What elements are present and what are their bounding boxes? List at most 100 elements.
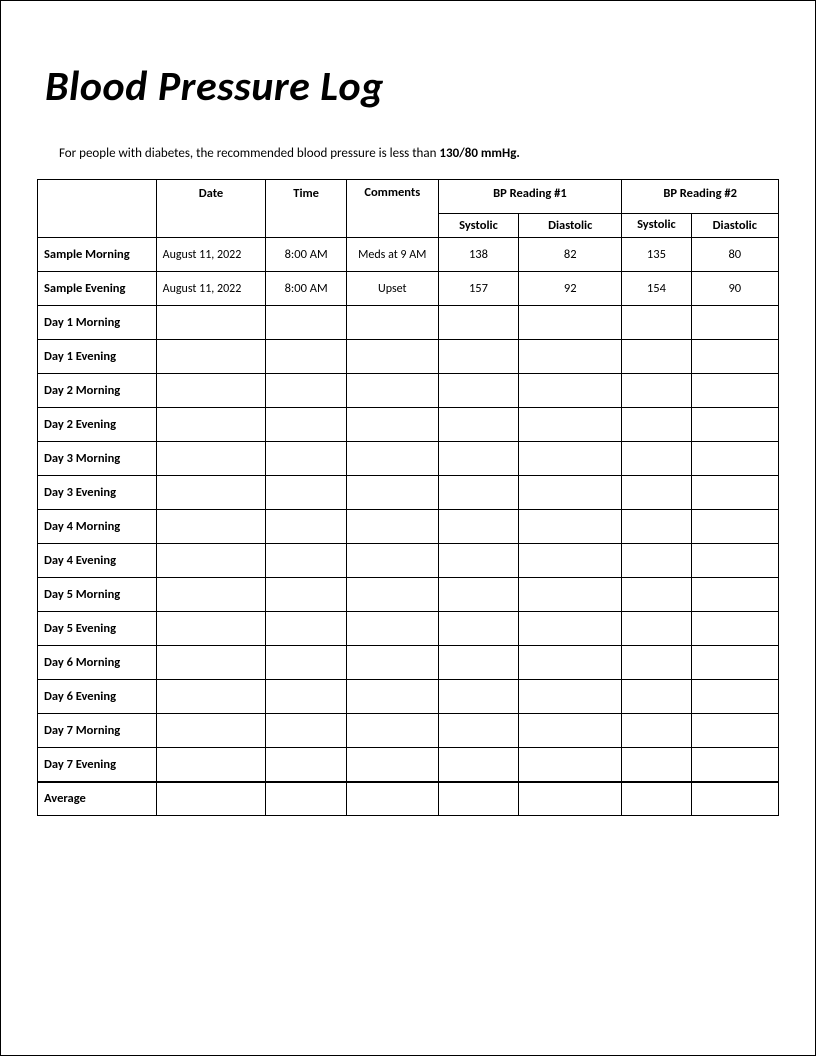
row-label: Day 4 Evening <box>38 544 157 578</box>
cell-date <box>156 578 266 612</box>
row-label: Day 7 Evening <box>38 748 157 782</box>
table-body: Sample Morning August 11, 20228:00 AMMed… <box>38 238 779 816</box>
cell-comments <box>346 714 438 748</box>
cell-dia2: 90 <box>691 272 778 306</box>
cell-dia1 <box>519 374 622 408</box>
table-row: Day 4 Evening <box>38 544 779 578</box>
cell-sys1: 138 <box>438 238 519 272</box>
cell-sys1 <box>438 374 519 408</box>
cell-dia2 <box>691 782 778 816</box>
cell-date: August 11, 2022 <box>156 238 266 272</box>
th-sys1: Systolic <box>438 214 519 238</box>
cell-dia1 <box>519 646 622 680</box>
row-label: Day 3 Evening <box>38 476 157 510</box>
cell-date <box>156 782 266 816</box>
cell-dia2 <box>691 714 778 748</box>
cell-dia2 <box>691 374 778 408</box>
th-sys2: Systolic <box>622 214 691 238</box>
bp-log-table: Date Time Comments BP Reading #1 BP Read… <box>37 179 779 816</box>
th-reading2: BP Reading #2 <box>622 180 779 214</box>
cell-date <box>156 544 266 578</box>
cell-comments <box>346 306 438 340</box>
cell-sys1 <box>438 646 519 680</box>
cell-dia1 <box>519 306 622 340</box>
cell-sys1 <box>438 782 519 816</box>
cell-dia1 <box>519 442 622 476</box>
cell-sys2 <box>622 374 691 408</box>
cell-comments <box>346 374 438 408</box>
cell-comments <box>346 612 438 646</box>
row-label: Day 4 Morning <box>38 510 157 544</box>
row-label: Sample Morning <box>38 238 157 272</box>
row-label: Day 5 Morning <box>38 578 157 612</box>
cell-dia2 <box>691 748 778 782</box>
cell-date <box>156 646 266 680</box>
cell-dia1 <box>519 544 622 578</box>
cell-sys1 <box>438 714 519 748</box>
cell-comments <box>346 782 438 816</box>
cell-sys2 <box>622 646 691 680</box>
cell-sys1 <box>438 578 519 612</box>
cell-dia1 <box>519 578 622 612</box>
cell-dia1 <box>519 782 622 816</box>
cell-sys2 <box>622 544 691 578</box>
row-label: Day 7 Morning <box>38 714 157 748</box>
cell-date <box>156 748 266 782</box>
cell-time <box>266 680 347 714</box>
th-comments: Comments <box>346 180 438 238</box>
page: Blood Pressure Log For people with diabe… <box>0 0 816 1056</box>
cell-time <box>266 442 347 476</box>
cell-date: August 11, 2022 <box>156 272 266 306</box>
cell-sys1 <box>438 408 519 442</box>
th-reading1: BP Reading #1 <box>438 180 622 214</box>
row-label: Day 1 Evening <box>38 340 157 374</box>
cell-sys1 <box>438 544 519 578</box>
table-row: Day 3 Evening <box>38 476 779 510</box>
cell-sys2 <box>622 578 691 612</box>
cell-dia2 <box>691 612 778 646</box>
table-row: Sample Evening August 11, 20228:00 AMUps… <box>38 272 779 306</box>
cell-sys2 <box>622 442 691 476</box>
cell-date <box>156 340 266 374</box>
cell-comments <box>346 680 438 714</box>
cell-sys1 <box>438 306 519 340</box>
cell-dia1 <box>519 408 622 442</box>
cell-sys2 <box>622 306 691 340</box>
row-label: Day 6 Evening <box>38 680 157 714</box>
table-row: Day 4 Morning <box>38 510 779 544</box>
subtitle-text: For people with diabetes, the recommende… <box>59 146 439 161</box>
table-row: Day 1 Morning <box>38 306 779 340</box>
table-row: Day 2 Evening <box>38 408 779 442</box>
cell-sys2 <box>622 340 691 374</box>
cell-time <box>266 782 347 816</box>
cell-dia1 <box>519 680 622 714</box>
cell-dia2 <box>691 680 778 714</box>
cell-time: 8:00 AM <box>266 272 347 306</box>
row-label: Day 2 Morning <box>38 374 157 408</box>
cell-date <box>156 714 266 748</box>
cell-dia1 <box>519 476 622 510</box>
cell-comments <box>346 476 438 510</box>
cell-dia2: 80 <box>691 238 778 272</box>
cell-sys1 <box>438 748 519 782</box>
table-row: Day 6 Morning <box>38 646 779 680</box>
cell-time <box>266 408 347 442</box>
page-subtitle: For people with diabetes, the recommende… <box>59 146 779 161</box>
page-title: Blood Pressure Log <box>45 61 779 112</box>
cell-comments <box>346 646 438 680</box>
cell-comments <box>346 408 438 442</box>
th-time: Time <box>266 180 347 238</box>
cell-sys1 <box>438 476 519 510</box>
table-row: Day 3 Morning <box>38 442 779 476</box>
cell-dia2 <box>691 306 778 340</box>
cell-comments <box>346 442 438 476</box>
cell-time <box>266 646 347 680</box>
row-label: Day 6 Morning <box>38 646 157 680</box>
cell-dia1 <box>519 748 622 782</box>
cell-date <box>156 306 266 340</box>
cell-time <box>266 510 347 544</box>
cell-dia2 <box>691 544 778 578</box>
cell-dia1 <box>519 612 622 646</box>
cell-sys2 <box>622 510 691 544</box>
table-row: Day 2 Morning <box>38 374 779 408</box>
